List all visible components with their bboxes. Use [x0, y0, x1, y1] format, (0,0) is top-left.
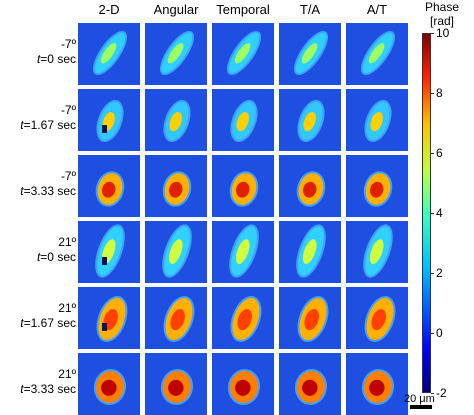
colorbar-tick-mark-2 — [431, 153, 434, 154]
row-time-variable: t — [36, 250, 41, 264]
phase-image-r2-c0 — [78, 155, 140, 217]
row-time-variable: t — [20, 184, 24, 198]
row-time: t=3.33 sec — [0, 184, 76, 199]
colorbar-tick-label-3: 4 — [436, 206, 443, 220]
phase-image-r2-c4 — [346, 155, 408, 217]
scale-bar — [410, 405, 432, 409]
colorbar-tick-mark-4 — [431, 273, 434, 274]
row-time-value: =3.33 sec — [23, 382, 76, 396]
phase-image-r1-c1 — [145, 89, 207, 151]
row-time-value: =1.67 sec — [23, 316, 76, 330]
colorbar-tick-label-6: -2 — [436, 386, 447, 400]
row-time: t=3.33 sec — [0, 382, 76, 397]
row-label-5: 21º t=3.33 sec — [0, 367, 76, 397]
phase-image-r5-c1 — [145, 353, 207, 415]
row-label-3: 21º t=0 sec — [0, 235, 76, 265]
colorbar-title-line1: Phase — [424, 0, 460, 14]
phase-image-r5-c0 — [78, 353, 140, 415]
scale-bar-label: 20 μm — [404, 393, 435, 405]
phase-image-r1-c0 — [78, 89, 140, 151]
phase-image-r3-c3 — [279, 221, 341, 283]
row-angle: 21º — [58, 367, 76, 381]
row-label-0: -7º t=0 sec — [0, 37, 76, 67]
row-label-1: -7º t=1.67 sec — [0, 103, 76, 133]
row-angle: -7º — [60, 103, 76, 117]
column-header-4: A/T — [366, 2, 388, 17]
row-label-4: 21º t=1.67 sec — [0, 301, 76, 331]
row-time-value: =3.33 sec — [23, 184, 76, 198]
phase-image-r3-c0 — [78, 221, 140, 283]
row-time: t=0 sec — [0, 52, 76, 67]
phase-image-r4-c1 — [145, 287, 207, 349]
colorbar-tick-mark-0 — [431, 33, 434, 34]
row-angle: 21º — [58, 301, 76, 315]
column-header-3: T/A — [299, 2, 321, 17]
phase-image-r5-c4 — [346, 353, 408, 415]
phase-image-r3-c1 — [145, 221, 207, 283]
colorbar-tick-label-1: 8 — [436, 86, 443, 100]
row-time-value: =1.67 sec — [23, 118, 76, 132]
phase-image-r5-c2 — [212, 353, 274, 415]
row-time: t=1.67 sec — [0, 118, 76, 133]
phase-image-r2-c3 — [279, 155, 341, 217]
colorbar-tick-mark-6 — [431, 393, 434, 394]
column-header-2: Temporal — [216, 2, 270, 17]
row-time-value: =0 sec — [40, 250, 76, 264]
row-time-variable: t — [36, 52, 41, 66]
row-time-value: =0 sec — [40, 52, 76, 66]
phase-colorbar — [422, 33, 431, 393]
phase-image-r4-c4 — [346, 287, 408, 349]
colorbar-title-line2: [rad] — [429, 14, 454, 28]
colorbar-tick-mark-1 — [431, 93, 434, 94]
phase-image-r0-c2 — [212, 23, 274, 85]
colorbar-tick-label-0: 10 — [436, 26, 450, 40]
row-angle: 21º — [58, 235, 76, 249]
row-angle: -7º — [60, 37, 76, 51]
phase-image-r1-c3 — [279, 89, 341, 151]
phase-image-r3-c2 — [212, 221, 274, 283]
colorbar-tick-mark-3 — [431, 213, 434, 214]
colorbar-tick-label-5: 0 — [436, 326, 443, 340]
phase-image-r4-c3 — [279, 287, 341, 349]
phase-image-r1-c4 — [346, 89, 408, 151]
row-time: t=0 sec — [0, 250, 76, 265]
phase-image-r1-c2 — [212, 89, 274, 151]
column-header-0: 2-D — [98, 2, 120, 17]
phase-image-r5-c3 — [279, 353, 341, 415]
phase-image-r3-c4 — [346, 221, 408, 283]
phase-image-r0-c3 — [279, 23, 341, 85]
phase-image-r2-c2 — [212, 155, 274, 217]
phase-image-r2-c1 — [145, 155, 207, 217]
phase-image-r4-c2 — [212, 287, 274, 349]
row-time-variable: t — [20, 316, 24, 330]
column-header-1: Angular — [153, 2, 199, 17]
colorbar-tick-label-4: 2 — [436, 266, 443, 280]
colorbar-tick-label-2: 6 — [436, 146, 443, 160]
phase-image-r0-c1 — [145, 23, 207, 85]
row-label-2: -7º t=3.33 sec — [0, 169, 76, 199]
row-time-variable: t — [20, 382, 24, 396]
row-time: t=1.67 sec — [0, 316, 76, 331]
row-angle: -7º — [60, 169, 76, 183]
phase-image-r4-c0 — [78, 287, 140, 349]
row-time-variable: t — [20, 118, 24, 132]
phase-image-r0-c4 — [346, 23, 408, 85]
phase-image-r0-c0 — [78, 23, 140, 85]
colorbar-tick-mark-5 — [431, 333, 434, 334]
